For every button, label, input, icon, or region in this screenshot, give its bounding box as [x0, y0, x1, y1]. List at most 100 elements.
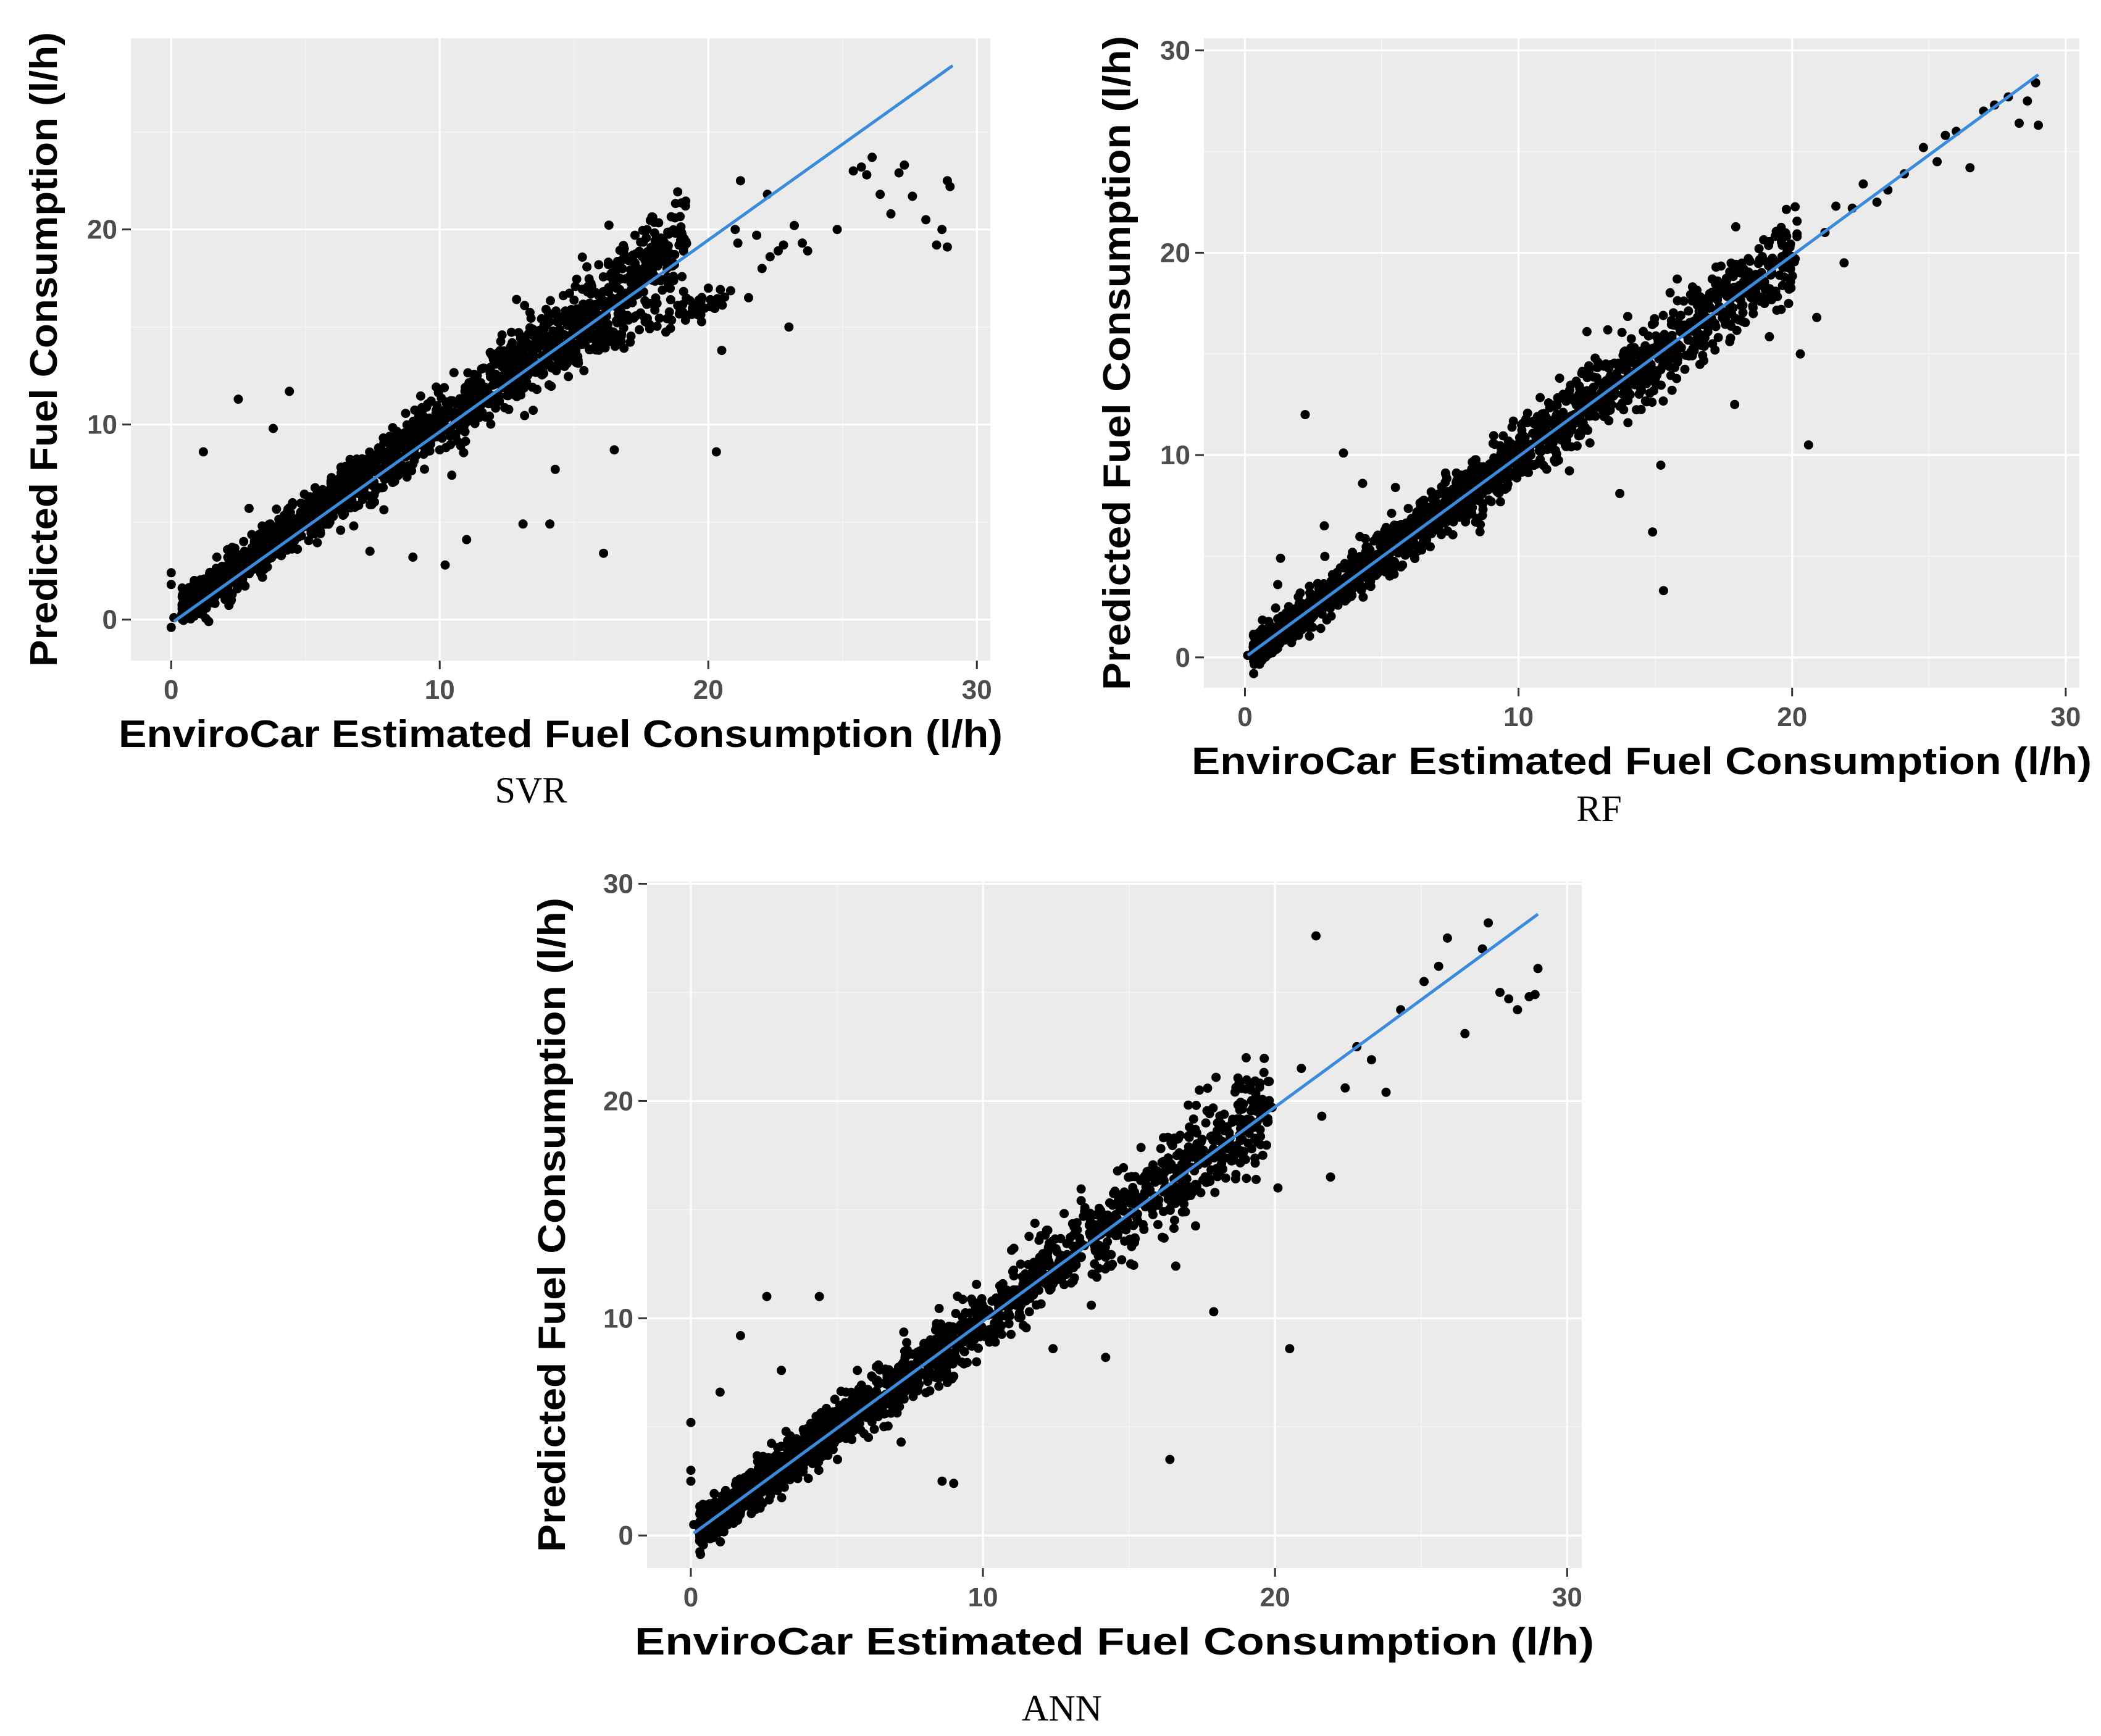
data-point [942, 1378, 952, 1387]
data-point [296, 508, 306, 518]
data-point [567, 355, 577, 365]
data-point [1872, 198, 1882, 207]
data-point [1461, 512, 1471, 522]
data-point [1169, 1224, 1179, 1233]
data-point [951, 1309, 961, 1319]
data-point [408, 553, 418, 562]
data-point [485, 411, 495, 421]
data-point [1665, 288, 1675, 298]
data-point [1469, 469, 1478, 479]
data-point [612, 275, 621, 285]
data-point [1694, 306, 1704, 316]
data-point [1250, 1153, 1260, 1163]
data-point [1332, 567, 1342, 577]
data-point [670, 199, 680, 209]
x-tick-label: 0 [164, 675, 178, 705]
data-point [1626, 334, 1636, 344]
data-point [609, 327, 619, 337]
data-point [1271, 603, 1280, 613]
data-point [244, 504, 254, 513]
data-point [1577, 386, 1587, 396]
data-point [559, 361, 569, 371]
data-point [315, 526, 325, 536]
data-point [646, 264, 656, 273]
data-point [1786, 239, 1795, 249]
data-point [892, 1408, 902, 1418]
y-tick-label: 20 [87, 215, 117, 245]
data-point [1940, 130, 1950, 140]
data-point [392, 444, 402, 454]
data-point [591, 335, 601, 345]
data-point [225, 545, 235, 555]
data-point [1305, 631, 1314, 641]
data-point [1782, 248, 1792, 257]
data-point [1658, 396, 1668, 406]
data-point [1429, 525, 1439, 535]
data-point [626, 265, 635, 275]
data-point [1757, 293, 1767, 302]
data-point [507, 348, 517, 357]
data-point [1792, 229, 1802, 239]
data-point [716, 1537, 725, 1546]
data-point [900, 160, 909, 170]
data-point [1611, 389, 1620, 398]
data-point [2023, 96, 2032, 106]
data-point [312, 538, 322, 548]
data-point [656, 276, 666, 286]
data-point [680, 315, 690, 325]
data-point [1259, 1053, 1269, 1063]
data-point [1136, 1143, 1146, 1153]
data-point [673, 187, 683, 197]
data-point [1724, 319, 1734, 329]
data-point [453, 436, 462, 446]
data-point [546, 296, 555, 306]
data-point [390, 477, 399, 486]
data-point [491, 359, 501, 369]
data-point [673, 301, 683, 311]
data-point [496, 336, 506, 346]
data-point [808, 1459, 817, 1469]
data-point [1590, 353, 1600, 363]
data-point [730, 225, 740, 235]
data-point [1777, 240, 1787, 250]
data-point [282, 545, 292, 555]
data-point [945, 182, 955, 191]
data-point [1103, 1261, 1113, 1271]
data-point [504, 404, 514, 414]
data-point [1056, 1233, 1066, 1243]
data-point [1242, 1174, 1251, 1183]
data-point [340, 509, 349, 519]
data-point [1159, 1233, 1169, 1243]
data-point [1656, 380, 1666, 390]
data-point [561, 306, 570, 316]
data-point [1784, 299, 1794, 309]
data-point [1188, 1114, 1198, 1124]
data-point [1273, 643, 1283, 653]
data-point [1587, 390, 1597, 400]
data-point [651, 256, 661, 265]
data-point [212, 553, 222, 562]
data-point [1667, 385, 1677, 395]
data-point [528, 406, 538, 415]
data-point [1406, 517, 1416, 527]
data-point [1599, 361, 1609, 371]
data-point [1510, 470, 1519, 480]
data-point [902, 1338, 912, 1348]
data-point [972, 1279, 982, 1289]
data-point [1284, 602, 1293, 612]
data-point [1316, 624, 1326, 633]
data-point [582, 333, 591, 343]
data-point [648, 212, 658, 222]
data-point [1795, 349, 1805, 359]
data-point [676, 222, 686, 232]
data-point [908, 191, 917, 201]
data-point [416, 391, 425, 401]
data-point [551, 306, 561, 316]
data-point [1703, 327, 1713, 336]
data-point [2034, 120, 2043, 130]
data-point [1564, 466, 1574, 476]
data-point [528, 324, 538, 334]
data-point [441, 443, 451, 453]
data-point [1476, 472, 1485, 482]
data-point [449, 368, 459, 378]
